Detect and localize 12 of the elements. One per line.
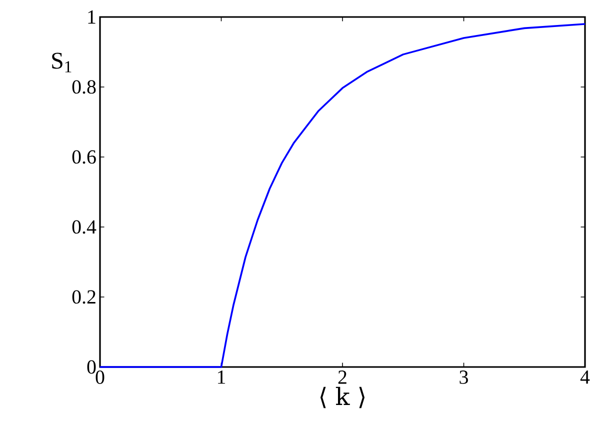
x-tick-label: 4: [580, 370, 590, 384]
x-tick-label: 1: [218, 370, 226, 384]
y-tick-label: 0.2: [72, 290, 96, 304]
y-axis-title: S$_{1}$: [52, 52, 72, 72]
y-tick-label: 1: [88, 10, 96, 24]
y-tick-label: 0.8: [72, 80, 96, 94]
y-tick-label: 0: [87, 360, 96, 374]
y-tick-label: 0.4: [72, 220, 96, 234]
x-axis-title: ⟨ k ⟩: [320, 386, 365, 408]
x-tick-label: 3: [460, 370, 468, 384]
x-tick-label: 2: [338, 370, 346, 384]
y-tick-label: 0.6: [72, 150, 96, 164]
